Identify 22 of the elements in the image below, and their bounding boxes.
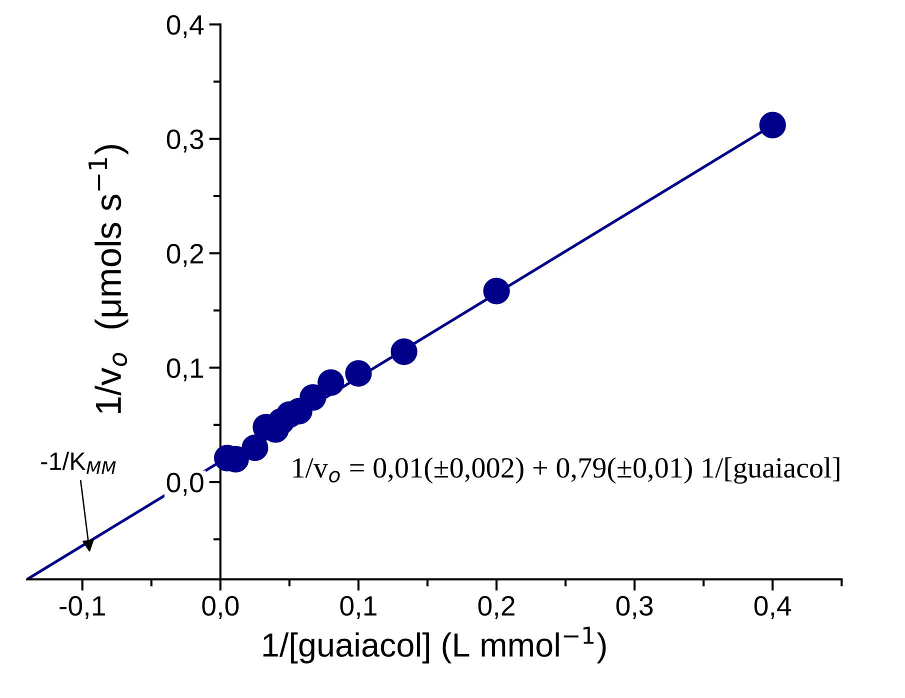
point bbox=[483, 278, 510, 304]
y-axis-title: 1/v$_{o}$ (μmols s$^{−1}$) bbox=[88, 145, 128, 413]
y-tick-label: 0,0 bbox=[166, 472, 204, 496]
point bbox=[318, 369, 344, 396]
point bbox=[300, 384, 326, 411]
x-axis-title: 1/[guaiacol] (L mmol$^{−1}$) bbox=[263, 626, 606, 664]
x-tick-label: 0,4 bbox=[754, 596, 792, 619]
x-tick-label: -0,1 bbox=[60, 596, 105, 619]
annotation: 1/v$_{o}$ = 0,01(±0,002) + 0,79(±0,01) 1/[guaiacol] bbox=[293, 457, 840, 484]
point bbox=[345, 360, 372, 387]
point bbox=[242, 434, 268, 462]
annotation: -1/K$_{MM}$ bbox=[41, 452, 116, 474]
x-tick-label: 0,1 bbox=[340, 596, 376, 619]
x-tick-label: 0,3 bbox=[616, 596, 653, 619]
y-tick-label: 0,2 bbox=[166, 244, 204, 267]
y-tick-label: 0,4 bbox=[166, 15, 204, 38]
x-tick-label: 0,2 bbox=[478, 596, 514, 619]
y-tick-label: 0,3 bbox=[166, 130, 204, 152]
x-tick-label: 0,0 bbox=[202, 596, 239, 619]
point bbox=[759, 112, 786, 138]
y-tick-label: 0,1 bbox=[166, 358, 204, 382]
point bbox=[390, 338, 418, 365]
